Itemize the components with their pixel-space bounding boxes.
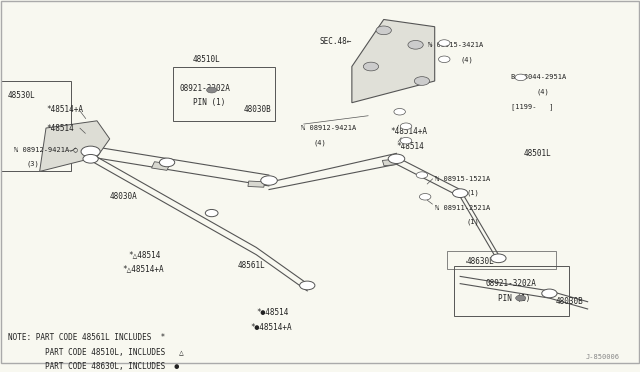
Text: ℕ 08915-1521A: ℕ 08915-1521A xyxy=(435,176,490,182)
Text: ℕ 08912-9421A: ℕ 08912-9421A xyxy=(301,125,356,131)
Circle shape xyxy=(207,87,217,93)
Text: NOTE: PART CODE 48561L INCLUDES  *: NOTE: PART CODE 48561L INCLUDES * xyxy=(8,333,165,342)
Text: 48630L: 48630L xyxy=(467,257,494,266)
Bar xyxy=(454,266,568,316)
Circle shape xyxy=(515,74,527,81)
Circle shape xyxy=(438,56,450,62)
Polygon shape xyxy=(40,121,109,171)
Text: ℕ 08911-2521A: ℕ 08911-2521A xyxy=(435,205,490,211)
Text: 08921-3202A: 08921-3202A xyxy=(180,84,230,93)
Text: (1): (1) xyxy=(467,219,479,225)
Circle shape xyxy=(541,289,557,298)
Bar xyxy=(248,181,264,187)
Text: *48514+A: *48514+A xyxy=(390,127,427,136)
Bar xyxy=(173,67,275,121)
Circle shape xyxy=(400,137,412,144)
Circle shape xyxy=(159,158,175,167)
Text: SEC.48←: SEC.48← xyxy=(320,37,353,46)
Bar xyxy=(152,162,170,170)
Text: (1): (1) xyxy=(467,190,479,196)
Circle shape xyxy=(81,146,100,157)
Circle shape xyxy=(300,281,315,290)
Circle shape xyxy=(438,40,450,46)
Text: PART CODE 48630L, INCLUDES  ●: PART CODE 48630L, INCLUDES ● xyxy=(8,362,179,371)
Circle shape xyxy=(416,172,428,178)
Text: 48501L: 48501L xyxy=(524,149,552,158)
Circle shape xyxy=(400,123,412,129)
Text: (4): (4) xyxy=(537,89,549,95)
Text: (4): (4) xyxy=(460,56,473,62)
Text: PIN (1): PIN (1) xyxy=(193,98,225,107)
Text: 48561L: 48561L xyxy=(237,261,265,270)
Polygon shape xyxy=(352,19,435,103)
Circle shape xyxy=(419,193,431,200)
Circle shape xyxy=(376,26,392,35)
Circle shape xyxy=(491,254,506,263)
Text: 48030B: 48030B xyxy=(556,297,584,306)
Text: 48030B: 48030B xyxy=(244,105,271,115)
Text: *48514: *48514 xyxy=(396,142,424,151)
Circle shape xyxy=(452,189,468,198)
Text: PIN (1): PIN (1) xyxy=(499,294,531,302)
Text: *△48514+A: *△48514+A xyxy=(122,264,164,274)
Circle shape xyxy=(516,295,526,301)
Text: J-850006: J-850006 xyxy=(586,354,620,360)
Circle shape xyxy=(205,209,218,217)
Circle shape xyxy=(388,154,404,164)
Text: 48030A: 48030A xyxy=(109,192,138,201)
Text: *△48514: *△48514 xyxy=(129,250,161,259)
Circle shape xyxy=(414,77,429,85)
Text: *●48514+A: *●48514+A xyxy=(250,323,292,331)
Text: B 08044-2951A: B 08044-2951A xyxy=(511,74,566,80)
Text: (4): (4) xyxy=(314,139,326,146)
Circle shape xyxy=(364,62,379,71)
Text: 08921-3202A: 08921-3202A xyxy=(486,279,536,288)
Text: 48530L: 48530L xyxy=(8,91,35,100)
Circle shape xyxy=(83,154,99,163)
Circle shape xyxy=(408,41,423,49)
Text: ℕ 08912-9421A–○: ℕ 08912-9421A–○ xyxy=(14,147,78,153)
Bar xyxy=(382,159,398,166)
Text: *48514+A: *48514+A xyxy=(46,105,83,115)
Text: 48510L: 48510L xyxy=(193,55,220,64)
Bar xyxy=(1,81,72,171)
Circle shape xyxy=(394,109,405,115)
Circle shape xyxy=(260,176,277,185)
Text: [1199-   ]: [1199- ] xyxy=(511,103,554,110)
Text: *●48514: *●48514 xyxy=(256,308,289,317)
Text: *48514: *48514 xyxy=(46,124,74,132)
Bar xyxy=(447,251,556,269)
Text: PART CODE 48510L, INCLUDES   △: PART CODE 48510L, INCLUDES △ xyxy=(8,348,184,357)
Text: ℕ 08915-3421A: ℕ 08915-3421A xyxy=(428,42,484,48)
Text: (3): (3) xyxy=(27,161,40,167)
